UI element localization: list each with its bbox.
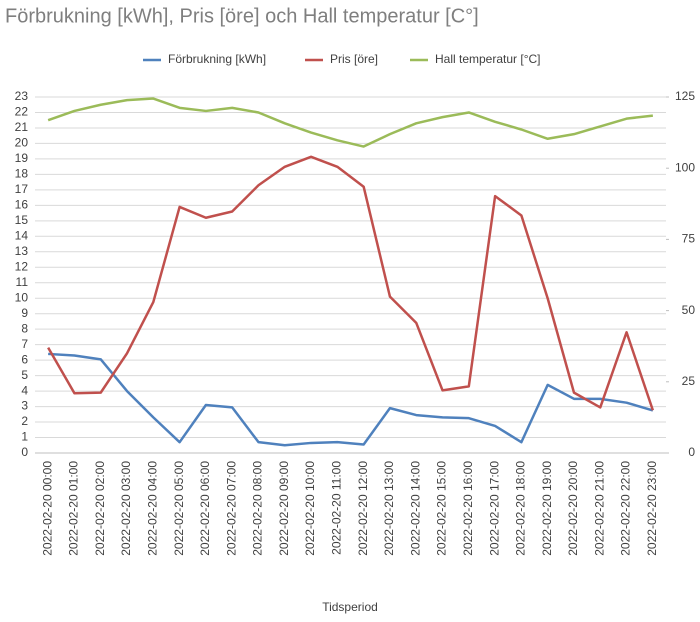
x-tick-label: 2022-02-20 22:00 <box>619 461 633 556</box>
y-tick-label: 5 <box>21 368 28 382</box>
series-line <box>48 352 654 447</box>
y-tick-label: 8 <box>21 321 28 335</box>
x-tick-label: 2022-02-20 04:00 <box>145 461 159 556</box>
x-tick-label: 2022-02-20 23:00 <box>645 461 659 556</box>
x-tick-label: 2022-02-20 13:00 <box>382 461 396 556</box>
chart-title: Förbrukning [kWh], Pris [öre] och Hall t… <box>5 5 479 27</box>
y-tick-label: 0 <box>21 445 28 459</box>
y-tick-label: 7 <box>21 337 28 351</box>
legend-label: Förbrukning [kWh] <box>168 52 266 66</box>
x-tick-label: 2022-02-20 02:00 <box>93 461 107 556</box>
x-tick-label: 2022-02-20 05:00 <box>172 461 186 556</box>
y-tick-label: 22 <box>15 105 29 119</box>
y-tick-label: 15 <box>15 213 29 227</box>
y-tick-label: 4 <box>21 383 28 397</box>
y-tick-label: 20 <box>15 136 29 150</box>
y-tick-label: 11 <box>16 275 29 289</box>
y-tick-label: 23 <box>15 89 29 103</box>
y-tick-label: 19 <box>15 151 29 165</box>
x-tick-label: 2022-02-20 09:00 <box>277 461 291 556</box>
y-tick-label: 12 <box>15 259 29 273</box>
y-tick-label: 14 <box>15 228 29 242</box>
x-tick-label: 2022-02-20 20:00 <box>566 461 580 556</box>
x-tick-label: 2022-02-20 03:00 <box>119 461 133 556</box>
x-tick-label: 2022-02-20 01:00 <box>67 461 81 556</box>
legend-label: Hall temperatur [°C] <box>435 52 541 66</box>
y-tick-label: 6 <box>21 352 28 366</box>
y-tick-label: 17 <box>15 182 29 196</box>
y-tick-label: 21 <box>15 120 29 134</box>
y-tick-label: 2 <box>21 414 28 428</box>
x-tick-label: 2022-02-20 12:00 <box>356 461 370 556</box>
y2-tick-label: 125 <box>675 89 695 103</box>
x-tick-label: 2022-02-20 19:00 <box>540 461 554 556</box>
x-tick-label: 2022-02-20 18:00 <box>514 461 528 556</box>
y2-tick-label: 0 <box>688 445 695 459</box>
x-tick-label: 2022-02-20 14:00 <box>408 461 422 556</box>
y-tick-label: 3 <box>21 399 28 413</box>
y-tick-label: 16 <box>15 198 29 212</box>
y-tick-label: 13 <box>15 244 29 258</box>
y2-tick-label: 50 <box>682 303 696 317</box>
y2-tick-label: 25 <box>682 374 696 388</box>
series-line <box>47 97 654 148</box>
y2-tick-label: 100 <box>675 160 695 174</box>
x-tick-label: 2022-02-20 07:00 <box>224 461 238 556</box>
x-tick-label: 2022-02-20 10:00 <box>303 461 317 556</box>
y-tick-label: 18 <box>15 167 29 181</box>
x-tick-label: 2022-02-20 15:00 <box>435 461 449 556</box>
x-tick-label: 2022-02-20 06:00 <box>198 461 212 556</box>
y-tick-label: 10 <box>15 290 29 304</box>
x-tick-label: 2022-02-20 08:00 <box>251 461 265 556</box>
y2-tick-label: 75 <box>682 232 696 246</box>
legend-label: Pris [öre] <box>330 52 378 66</box>
x-tick-label: 2022-02-20 11:00 <box>330 461 344 555</box>
x-axis-label: Tidsperiod <box>322 600 378 614</box>
y-tick-label: 1 <box>21 430 28 444</box>
y-tick-label: 9 <box>21 306 28 320</box>
x-tick-label: 2022-02-20 00:00 <box>40 461 54 556</box>
x-tick-label: 2022-02-20 16:00 <box>461 461 475 556</box>
series-line <box>47 155 655 411</box>
x-tick-label: 2022-02-20 17:00 <box>487 461 501 556</box>
x-tick-label: 2022-02-20 21:00 <box>592 461 606 556</box>
